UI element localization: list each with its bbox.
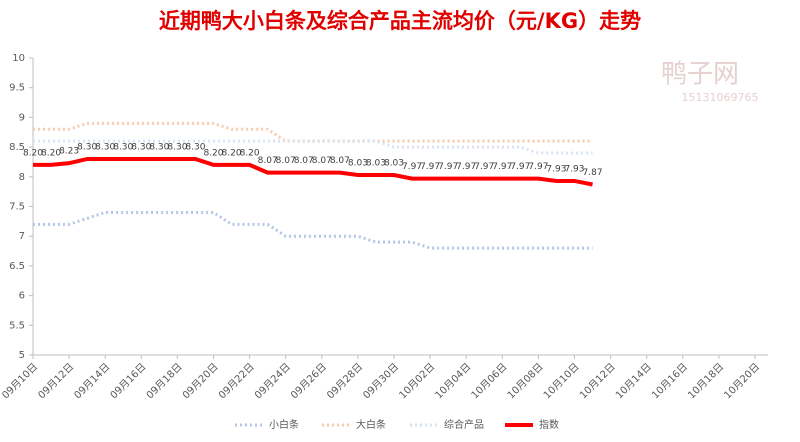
x-tick-label: 10月04日 bbox=[433, 361, 474, 402]
data-label: 8.23 bbox=[59, 147, 79, 157]
data-label: 7.97 bbox=[510, 162, 530, 172]
x-tick-label: 09月20日 bbox=[180, 361, 221, 402]
x-tick-label: 09月24日 bbox=[252, 361, 293, 402]
data-label: 8.20 bbox=[203, 148, 223, 158]
data-label: 8.07 bbox=[276, 156, 296, 166]
x-tick-label: 09月30日 bbox=[361, 361, 402, 402]
y-tick-label: 7.5 bbox=[9, 202, 25, 213]
data-label: 8.30 bbox=[131, 142, 151, 152]
data-label: 8.30 bbox=[167, 142, 187, 152]
x-tick-label: 10月06日 bbox=[469, 361, 510, 402]
x-tick-label: 10月08日 bbox=[505, 361, 546, 402]
x-tick-label: 10月14日 bbox=[613, 361, 654, 402]
data-label: 8.20 bbox=[41, 148, 61, 158]
chart-title: 近期鸭大小白条及综合产品主流均价（元/KG）走势 bbox=[159, 9, 641, 33]
x-tick-label: 09月14日 bbox=[72, 361, 113, 402]
data-label: 8.03 bbox=[366, 159, 386, 169]
legend-label: 大白条 bbox=[356, 418, 386, 431]
y-tick-label: 9 bbox=[19, 112, 25, 123]
x-tick-label: 10月10日 bbox=[541, 361, 582, 402]
x-tick-label: 10月18日 bbox=[686, 361, 727, 402]
x-tick-label: 09月18日 bbox=[144, 361, 185, 402]
data-label: 8.07 bbox=[258, 156, 278, 166]
legend-label: 小白条 bbox=[269, 418, 299, 431]
y-tick-label: 5.5 bbox=[9, 320, 25, 331]
data-label: 7.97 bbox=[528, 162, 548, 172]
x-tick-label: 09月22日 bbox=[216, 361, 257, 402]
x-tick-label: 10月12日 bbox=[577, 361, 618, 402]
y-tick-label: 8 bbox=[19, 172, 25, 183]
data-label: 8.30 bbox=[77, 142, 97, 152]
x-tick-label: 09月12日 bbox=[36, 361, 77, 402]
data-label: 8.30 bbox=[95, 142, 115, 152]
series-line bbox=[33, 156, 593, 187]
data-label: 7.97 bbox=[420, 162, 440, 172]
data-label: 7.97 bbox=[438, 162, 458, 172]
legend-label: 综合产品 bbox=[444, 418, 484, 431]
data-label: 8.30 bbox=[185, 142, 205, 152]
y-tick-label: 10 bbox=[12, 53, 25, 64]
y-tick-label: 8.5 bbox=[9, 142, 25, 153]
y-tick-label: 6 bbox=[19, 291, 25, 302]
x-tick-label: 09月10日 bbox=[0, 361, 40, 402]
x-tick-label: 09月16日 bbox=[108, 361, 149, 402]
data-label: 8.20 bbox=[240, 148, 260, 158]
watermark: 15131069765 bbox=[682, 91, 759, 104]
x-tick-label: 09月26日 bbox=[288, 361, 329, 402]
data-label: 7.97 bbox=[456, 162, 476, 172]
data-label: 7.97 bbox=[474, 162, 494, 172]
data-label: 7.87 bbox=[583, 168, 603, 178]
watermark: 鸭子网 bbox=[661, 60, 739, 90]
data-label: 7.93 bbox=[564, 164, 584, 174]
series-line bbox=[33, 121, 593, 143]
y-tick-label: 7 bbox=[19, 231, 25, 242]
data-label: 8.07 bbox=[294, 156, 314, 166]
data-label: 7.97 bbox=[402, 162, 422, 172]
legend-label: 指数 bbox=[539, 418, 559, 431]
y-tick-label: 6.5 bbox=[9, 261, 25, 272]
data-label: 8.07 bbox=[330, 156, 350, 166]
y-tick-label: 5 bbox=[19, 350, 25, 361]
data-label: 8.20 bbox=[222, 148, 242, 158]
data-label: 8.03 bbox=[384, 159, 404, 169]
x-tick-label: 10月20日 bbox=[722, 361, 763, 402]
series-line bbox=[33, 210, 593, 250]
x-tick-label: 10月16日 bbox=[649, 361, 690, 402]
data-label: 8.20 bbox=[23, 148, 43, 158]
data-label: 8.07 bbox=[312, 156, 332, 166]
data-label: 8.30 bbox=[149, 142, 169, 152]
y-tick-label: 9.5 bbox=[9, 83, 25, 94]
data-label: 7.97 bbox=[492, 162, 512, 172]
data-label: 8.03 bbox=[348, 159, 368, 169]
data-label: 7.93 bbox=[546, 164, 566, 174]
x-tick-label: 10月02日 bbox=[397, 361, 438, 402]
x-tick-label: 09月28日 bbox=[325, 361, 366, 402]
data-label: 8.30 bbox=[113, 142, 133, 152]
